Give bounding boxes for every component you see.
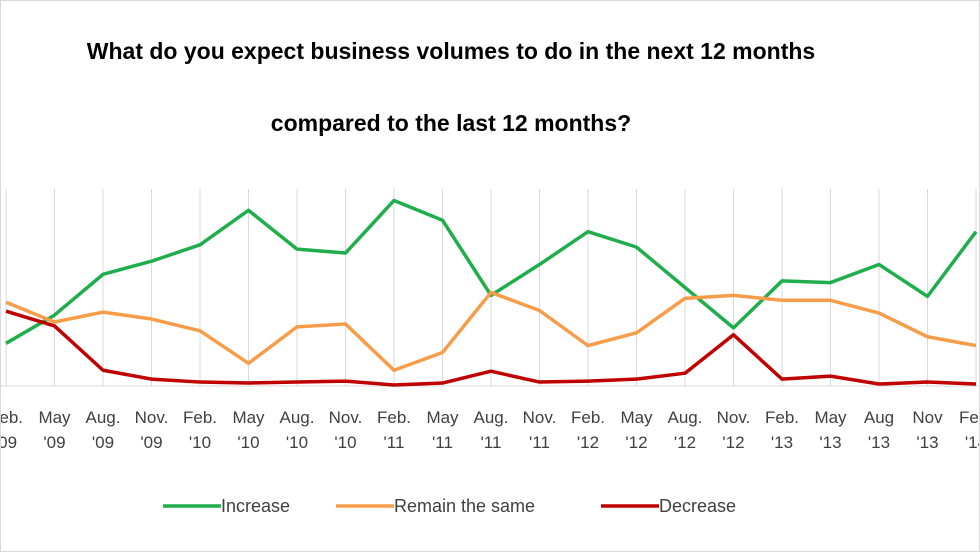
x-tick-label: Nov. '09 xyxy=(134,408,169,452)
legend-label: Increase xyxy=(221,496,291,516)
x-tick-label: Aug. '09 xyxy=(85,408,121,452)
x-tick-label: May '13 xyxy=(814,408,847,452)
x-tick-label: Nov. '12 xyxy=(716,408,751,452)
series-line xyxy=(5,309,977,387)
x-tick-label: Feb. '13 xyxy=(764,408,800,452)
x-tick-label: Nov. '11 xyxy=(522,408,557,452)
series-line xyxy=(5,198,978,345)
x-tick-label: May '12 xyxy=(620,408,653,452)
x-tick-label: May '09 xyxy=(38,408,71,452)
x-tick-label: May '10 xyxy=(232,408,265,452)
x-tick-label: Feb. '10 xyxy=(182,408,218,452)
x-tick-label: Feb. '12 xyxy=(570,408,606,452)
x-tick-label: Feb. '09 xyxy=(0,408,24,452)
chart-title: compared to the last 12 months? xyxy=(270,110,632,136)
chart-title: What do you expect business volumes to d… xyxy=(86,38,816,64)
x-tick-label: May '11 xyxy=(426,408,459,452)
legend-label: Decrease xyxy=(659,496,737,516)
legend-label: Remain the same xyxy=(394,496,536,516)
x-tick-label: Aug. '10 xyxy=(279,408,315,452)
x-tick-label: Nov. '10 xyxy=(328,408,363,452)
x-tick-label: Feb. '11 xyxy=(376,408,412,452)
x-tick-label: Nov '13 xyxy=(912,408,943,452)
x-tick-label: Aug '13 xyxy=(863,408,895,452)
x-tick-label: Aug. '12 xyxy=(667,408,703,452)
x-tick-label: Feb. '14 xyxy=(958,408,979,452)
series-line xyxy=(5,290,977,372)
x-tick-label: Aug. '11 xyxy=(473,408,509,452)
